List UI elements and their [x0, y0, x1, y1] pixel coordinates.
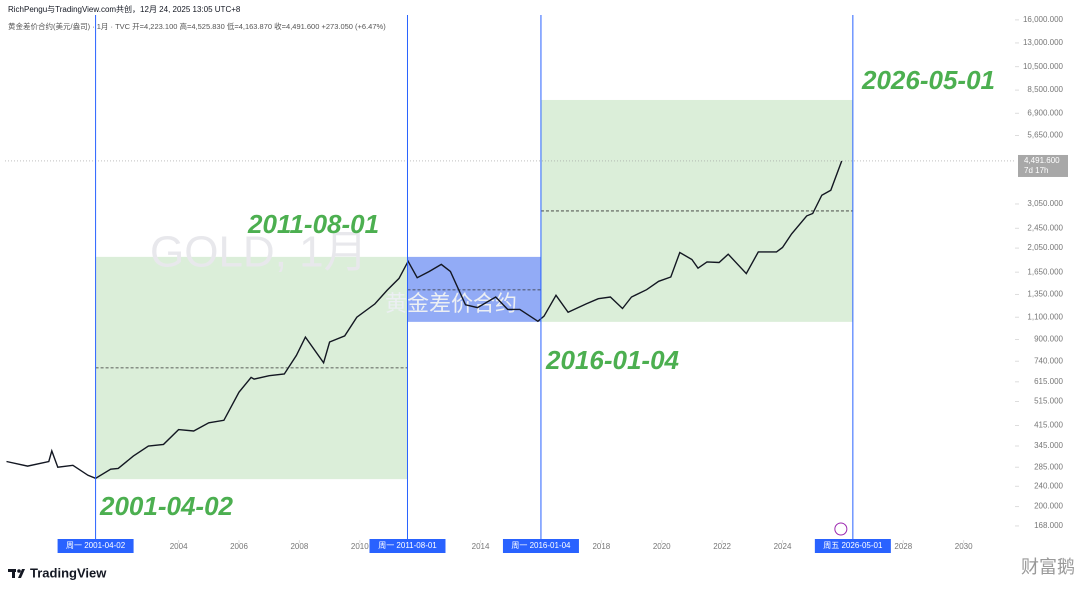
subtitle: 黄金差价合约(美元/盎司) · 1月 · TVC 开=4,223.100 高=4… [8, 21, 386, 31]
annotation: 2016-01-04 [545, 345, 680, 375]
x-tick-label: 2006 [230, 542, 248, 551]
date-label: 周五 2026-05-01 [823, 541, 883, 550]
y-tick-label: 1,650.000 [1027, 267, 1063, 276]
date-label-box [814, 539, 891, 553]
x-tick-label: 2022 [713, 542, 731, 551]
credit: RichPengu与TradingView.com共创，12月 24, 2025… [8, 4, 241, 14]
y-tick-label: 200.000 [1034, 502, 1063, 511]
y-tick-label: 1,350.000 [1027, 290, 1063, 299]
y-tick-label: 615.000 [1034, 377, 1063, 386]
x-tick-label: 2008 [290, 542, 308, 551]
y-tick-label: 515.000 [1034, 397, 1063, 406]
price-line-series [6, 160, 843, 480]
y-tick-label: 740.000 [1034, 356, 1063, 365]
x-tick-label: 2028 [894, 542, 912, 551]
y-tick-label: 8,500.000 [1027, 85, 1063, 94]
y-tick-label: 5,650.000 [1027, 131, 1063, 140]
date-label-box [57, 539, 134, 553]
alert-icon [834, 522, 848, 536]
annotation: 2001-04-02 [99, 491, 234, 521]
date-label: 周一 2016-01-04 [511, 541, 571, 550]
date-label: 周一 2001-04-02 [66, 541, 126, 550]
annotation: 2026-05-01 [861, 65, 995, 95]
y-tick-label: 285.000 [1034, 462, 1063, 471]
y-tick-label: 240.000 [1034, 481, 1063, 490]
price-tag [1018, 154, 1068, 177]
date-label-box [369, 539, 446, 553]
y-tick-label: 2,050.000 [1027, 243, 1063, 252]
x-tick-label: 2024 [774, 542, 792, 551]
x-tick-label: 2004 [170, 542, 188, 551]
y-tick-label: 345.000 [1034, 441, 1063, 450]
y-tick-label: 900.000 [1034, 335, 1063, 344]
y-tick-label: 415.000 [1034, 421, 1063, 430]
y-tick-label: 16,000.000 [1023, 15, 1064, 24]
date-label-box [502, 539, 579, 553]
plot-back [95, 99, 853, 480]
date-label: 周一 2011-08-01 [378, 541, 437, 550]
y-tick-label: 13,000.000 [1023, 38, 1064, 47]
x-tick-label: 2018 [592, 542, 610, 551]
brand-logo: TradingView [8, 565, 107, 580]
annotation: 2011-08-01 [247, 209, 379, 239]
countdown: 7d 17h [1024, 166, 1048, 175]
y-tick-label: 10,500.000 [1023, 62, 1064, 71]
range-box [407, 256, 541, 322]
y-tick-label: 168.000 [1034, 521, 1063, 530]
x-tick-label: 2030 [955, 542, 973, 551]
y-tick-label: 2,450.000 [1027, 223, 1063, 232]
x-tick-label: 2014 [472, 542, 490, 551]
y-tick-label: 3,050.000 [1027, 199, 1063, 208]
y-tick-label: 6,900.000 [1027, 108, 1063, 117]
watermark-sub: 黄金差价合约 [385, 291, 517, 316]
y-tick-label: 1,100.000 [1027, 312, 1063, 321]
source-mark: 财富鹅 [1021, 557, 1075, 577]
x-tick-label: 2020 [653, 542, 671, 551]
watermark: GOLD, 1月 [150, 228, 368, 277]
brand: TradingView [30, 565, 107, 580]
x-tick-label: 2010 [351, 542, 369, 551]
price-tag-label: 4,491.600 [1024, 156, 1060, 165]
